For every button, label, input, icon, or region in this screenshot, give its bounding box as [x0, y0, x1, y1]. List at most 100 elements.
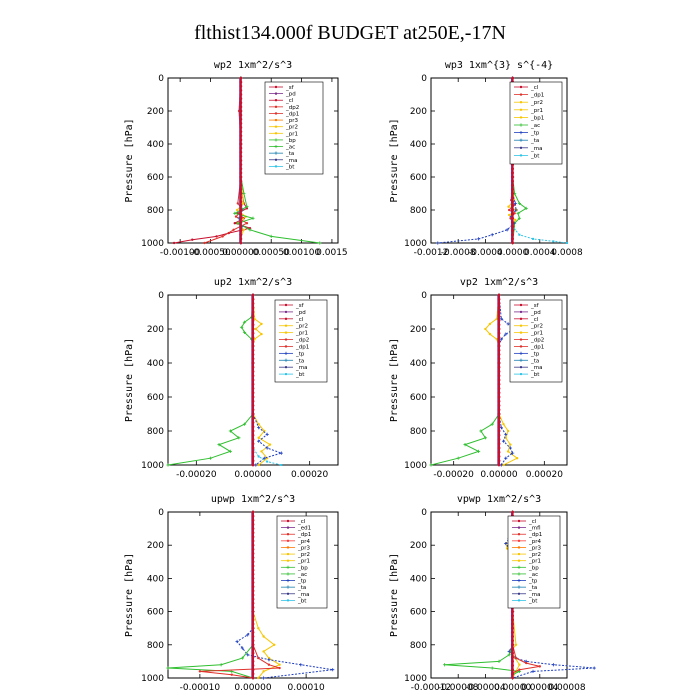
panel-5-zero-profile-point — [251, 577, 255, 580]
panel-4-zero-profile-point — [497, 387, 501, 390]
panel-6-xtick-label: -0.00012 — [411, 683, 451, 693]
panel-6-ytick-label: 1000 — [404, 674, 427, 684]
panel-4-series-ac-point — [463, 443, 467, 447]
panel-4-zero-profile-point — [497, 425, 501, 429]
panel-5-zero-profile-point — [251, 581, 255, 584]
panel-4-legend-marker-dp2 — [519, 338, 523, 341]
panel-5-series-tp-point — [235, 639, 239, 644]
panel-2-legend-marker-bp1 — [519, 116, 523, 119]
panel-6-legend-label-pr2: _pr2 — [528, 552, 541, 558]
panel-4-legend-marker-dp1 — [519, 345, 523, 348]
panel-1-legend-marker-pr1 — [274, 132, 278, 135]
panel-4-xtick-label: 0.00020 — [526, 470, 563, 480]
panel-3-series-pr2-point — [254, 327, 258, 331]
panel-4-zero-profile-point — [497, 450, 501, 454]
panel-3-zero-profile-point — [251, 399, 255, 403]
panel-1-zero-profile-point — [239, 225, 243, 228]
panel-4-legend-label-ma: _ma — [530, 365, 542, 371]
panel-4-zero-profile-point — [497, 331, 501, 335]
panel-4-series-tp-point — [506, 322, 510, 326]
panel-6-legend-marker-pr4 — [517, 539, 521, 543]
panel-1-series-ac-point — [251, 216, 255, 220]
panel-6-xtick-label: -0.00008 — [438, 683, 479, 693]
panel-1-legend-marker-pd — [274, 92, 278, 95]
panel-3-series-tp-point — [257, 439, 261, 443]
panel-6-legend-marker-bp — [517, 565, 521, 569]
panel-5-zero-profile-point — [251, 610, 255, 613]
panel-5-series-tp-point — [267, 658, 271, 662]
panel-1-series-dp2-point — [221, 235, 224, 238]
panel-6-ytick-label: 600 — [410, 608, 427, 618]
panel-1-zero-profile-point — [239, 97, 243, 101]
panel-5-zero-profile-point — [251, 622, 255, 626]
panel-1-legend-marker-sf — [274, 85, 278, 89]
panel-6-series-ac-point — [497, 659, 501, 663]
panel-1-series-cl-point — [233, 222, 236, 225]
panel-3-zero-profile-point — [251, 302, 255, 305]
panel-4-zero-profile-point — [497, 438, 501, 441]
panel-1-series-cl-point — [172, 241, 176, 245]
panel-6-series-dp1-point — [525, 661, 528, 665]
panel-1-series-ac-point — [245, 205, 249, 209]
panel-3-ytick-label: 600 — [147, 393, 164, 403]
panel-1-xtick-label: -0.00050 — [190, 248, 231, 258]
panel-3-xtick-label: 0.00000 — [234, 470, 271, 480]
panel-5-series-pr2-point — [273, 643, 276, 646]
panel-3-series-tp-point — [257, 426, 261, 430]
panel-5-legend-label-pr2: _pr2 — [297, 552, 310, 558]
panel-4-series-pr2-point — [488, 332, 492, 336]
panel-4-legend-label-sf: _sf — [530, 303, 540, 309]
panel-2-series-ac-point — [524, 206, 528, 210]
panel-1-zero-profile-point — [239, 126, 243, 129]
panel-4-series-ac-point — [456, 456, 460, 460]
panel-3-series-pr2-point — [260, 322, 263, 326]
panel-3-legend-marker-tp — [284, 351, 288, 355]
panel-6-xtick-label: 0.00000 — [494, 683, 531, 693]
panel-2-zero-profile-point — [511, 179, 514, 183]
panel-6-legend-label-pr4: _pr4 — [528, 539, 542, 545]
panel-1-zero-profile-point — [239, 84, 243, 88]
panel-2-legend-label-ac: _ac — [530, 123, 540, 129]
panel-6-zero-profile-point — [511, 630, 514, 634]
panel-5-legend-label-pr1: _pr1 — [297, 559, 310, 565]
panel-4-series-ac-point — [477, 449, 481, 453]
panel-5-series-dp1-point — [230, 673, 233, 676]
panel-6-zero-profile-point — [511, 626, 514, 630]
panel-4-zero-profile-point — [497, 344, 501, 348]
panel-3-legend-label-dp1: _dp1 — [295, 344, 309, 350]
panel-5-zero-profile-point — [251, 531, 255, 535]
panel-1-xtick-label: 0.00100 — [283, 248, 320, 258]
panel-2-legend-marker-ma — [520, 146, 522, 149]
panel-6-legend-label-ac: _ac — [528, 572, 538, 578]
panel-4-zero-profile-point — [497, 395, 501, 399]
panel-6-zero-profile-point — [511, 651, 514, 655]
panel-1-series-cl-point — [248, 226, 252, 230]
panel-4-legend-label-dp2: _dp2 — [530, 338, 544, 344]
panel-4-legend-label-tp: _tp — [530, 351, 540, 357]
panel-3-series-ac-point — [217, 443, 221, 447]
panel-6-legend-marker-bt — [518, 599, 520, 602]
panel-4-zero-profile-point — [497, 348, 501, 352]
panel-6-legend-marker-pr1 — [517, 559, 521, 562]
panel-3-series-pr2-point — [257, 436, 260, 439]
panel-4-zero-profile-point — [497, 391, 501, 395]
panel-2-legend-marker-pr1 — [519, 108, 523, 112]
panel-6-legend-label-ta: _ta — [528, 585, 537, 591]
panel-3-zero-profile-point — [251, 416, 255, 420]
panel-4-zero-profile-point — [497, 297, 501, 301]
panel-3-ytick-label: 800 — [147, 427, 164, 437]
panel-5-legend-label-ma: _ma — [297, 592, 309, 598]
panel-5-zero-profile-point — [251, 639, 255, 643]
panel-1-zero-profile-point — [239, 109, 243, 113]
panel-2-legend-marker-tp — [519, 131, 523, 135]
panel-4-legend-box — [509, 299, 563, 383]
panel-2-series-tp-point — [514, 208, 518, 212]
panel-5-ytick-label: 1000 — [141, 674, 164, 684]
panel-4-zero-profile-point — [497, 340, 501, 344]
panel-3-zero-profile-point — [251, 314, 255, 318]
panel-6-legend-label-dp1: _dp1 — [528, 532, 542, 538]
panel-3-legend-label-pd: _pd — [295, 310, 306, 316]
panel-3-series-pr2-point — [260, 450, 263, 453]
panel-3-zero-profile-point — [251, 331, 255, 335]
panel-1-legend-label-dp1: _dp1 — [285, 111, 299, 117]
